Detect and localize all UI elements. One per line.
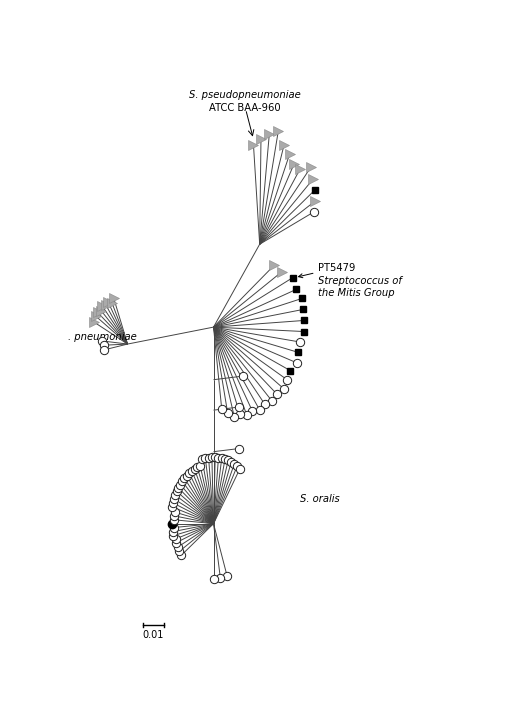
Text: . pneumoniae: . pneumoniae: [68, 331, 136, 342]
Text: 0.01: 0.01: [143, 631, 164, 641]
Text: S. pseudopneumoniae: S. pseudopneumoniae: [189, 90, 301, 100]
Text: PT5479: PT5479: [299, 262, 356, 278]
Text: ATCC BAA-960: ATCC BAA-960: [209, 104, 281, 114]
Text: Streptococcus of
the Mitis Group: Streptococcus of the Mitis Group: [319, 276, 402, 298]
Text: S. oralis: S. oralis: [300, 494, 340, 504]
